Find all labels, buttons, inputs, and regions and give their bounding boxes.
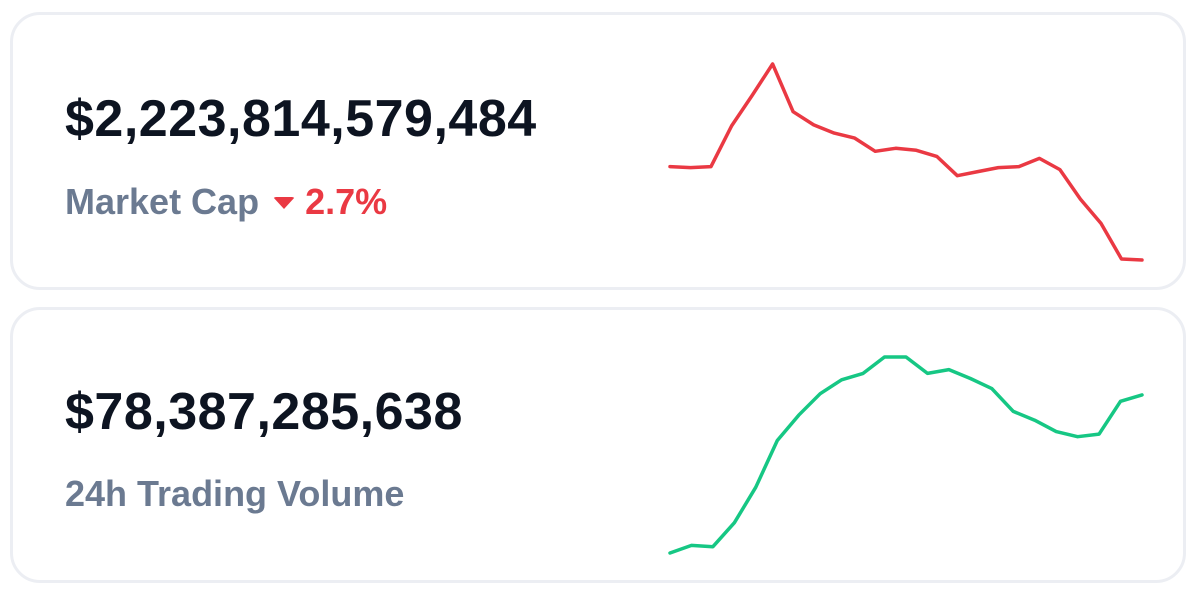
trading-volume-sparkline-line bbox=[668, 355, 1144, 555]
market-cap-change: 2.7% bbox=[273, 181, 387, 223]
trading-volume-subtitle: 24h Trading Volume bbox=[65, 473, 404, 515]
trading-volume-label: 24h Trading Volume bbox=[65, 473, 405, 514]
caret-down-icon bbox=[273, 197, 296, 209]
trading-volume-sparkline bbox=[668, 355, 1144, 555]
market-cap-sparkline bbox=[668, 62, 1144, 262]
market-cap-change-value: 2.7% bbox=[305, 181, 388, 222]
trading-volume-value: $78,387,285,638 bbox=[65, 383, 463, 441]
market-cap-card[interactable]: $2,223,814,579,484 Market Cap 2.7% bbox=[10, 12, 1186, 290]
market-cap-subtitle: Market Cap 2.7% bbox=[65, 181, 387, 223]
trading-volume-card[interactable]: $78,387,285,638 24h Trading Volume bbox=[10, 307, 1186, 583]
market-cap-label: Market Cap bbox=[65, 181, 260, 222]
market-cap-sparkline-line bbox=[668, 62, 1144, 262]
market-cap-value: $2,223,814,579,484 bbox=[65, 90, 537, 148]
